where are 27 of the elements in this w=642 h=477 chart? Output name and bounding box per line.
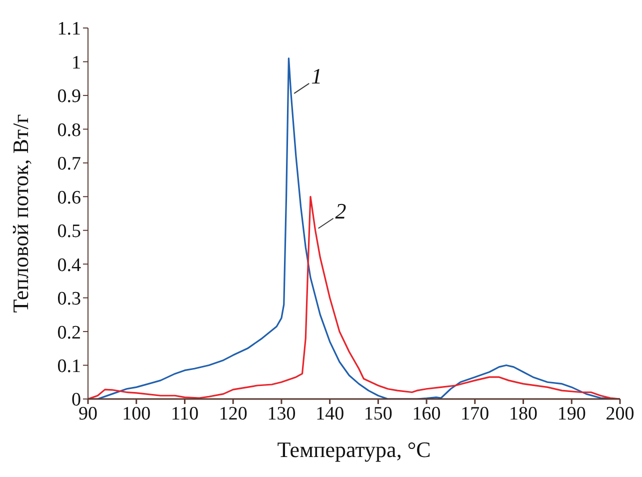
y-tick-label: 0.6	[57, 187, 81, 208]
x-tick-label: 140	[316, 403, 344, 424]
y-tick-label: 0.3	[57, 288, 81, 310]
y-tick-label: 0.4	[57, 254, 82, 276]
y-tick-label: 0.9	[57, 86, 81, 108]
y-tick-label: 0.5	[57, 221, 81, 242]
x-tick-label: 110	[170, 403, 199, 424]
y-tick-label: 0.8	[57, 120, 81, 141]
x-tick-label: 180	[509, 403, 538, 424]
y-tick-label: 0.7	[57, 154, 81, 175]
y-axis-title: Тепловой поток, Вт/г	[8, 114, 33, 313]
x-axis-title: Температура, °C	[277, 437, 431, 462]
x-tick-label: 150	[364, 403, 392, 424]
y-tick-label: 1.1	[57, 18, 81, 40]
x-tick-label: 120	[218, 403, 248, 424]
x-tick-label: 170	[460, 403, 490, 424]
series-label: 1	[311, 63, 322, 88]
y-tick-label: 0.2	[57, 322, 81, 344]
x-tick-label: 100	[122, 403, 151, 424]
x-tick-label: 90	[78, 403, 98, 424]
y-tick-label: 1	[72, 52, 81, 74]
y-tick-label: 0.1	[57, 356, 81, 378]
x-tick-label: 200	[606, 403, 634, 424]
x-tick-label: 160	[412, 403, 441, 424]
x-tick-label: 130	[267, 403, 296, 424]
x-tick-label: 190	[557, 403, 586, 424]
series-label: 2	[335, 198, 346, 224]
